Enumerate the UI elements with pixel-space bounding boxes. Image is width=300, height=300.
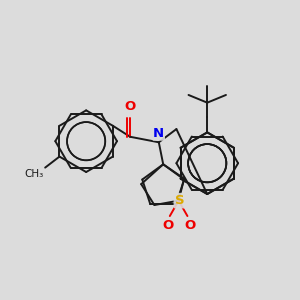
Text: O: O: [162, 219, 173, 232]
Text: S: S: [175, 194, 184, 207]
Text: O: O: [184, 219, 195, 232]
Text: N: N: [153, 127, 164, 140]
Text: O: O: [124, 100, 136, 112]
Text: CH₃: CH₃: [25, 169, 44, 179]
